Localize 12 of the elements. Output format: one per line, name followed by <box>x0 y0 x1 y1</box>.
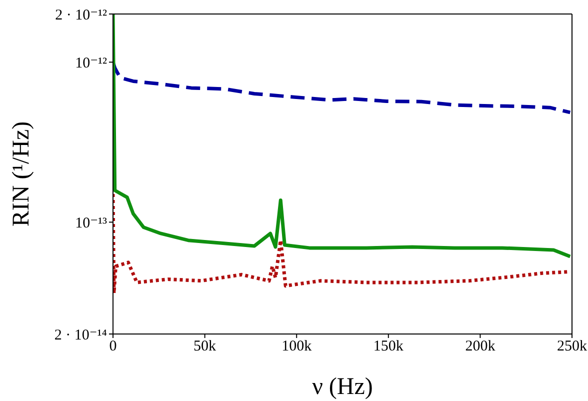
y-axis-title: RIN (¹/Hz) <box>8 121 35 227</box>
x-tick-label: 0 <box>109 338 117 355</box>
x-tick-label: 50k <box>194 338 217 355</box>
y-tick-label: 10⁻¹² <box>75 55 108 72</box>
y-tick-label: 2 · 10⁻¹⁴ <box>54 327 107 344</box>
y-tick-label: 2 · 10⁻¹² <box>55 7 108 24</box>
x-axis-title: ν (Hz) <box>312 374 373 400</box>
x-tick-label: 200k <box>465 338 496 355</box>
x-tick-label: 100k <box>282 338 312 355</box>
x-tick-label: 250k <box>557 338 588 355</box>
x-tick-label: 150k <box>373 338 404 355</box>
y-tick-label: 10⁻¹³ <box>75 215 108 232</box>
